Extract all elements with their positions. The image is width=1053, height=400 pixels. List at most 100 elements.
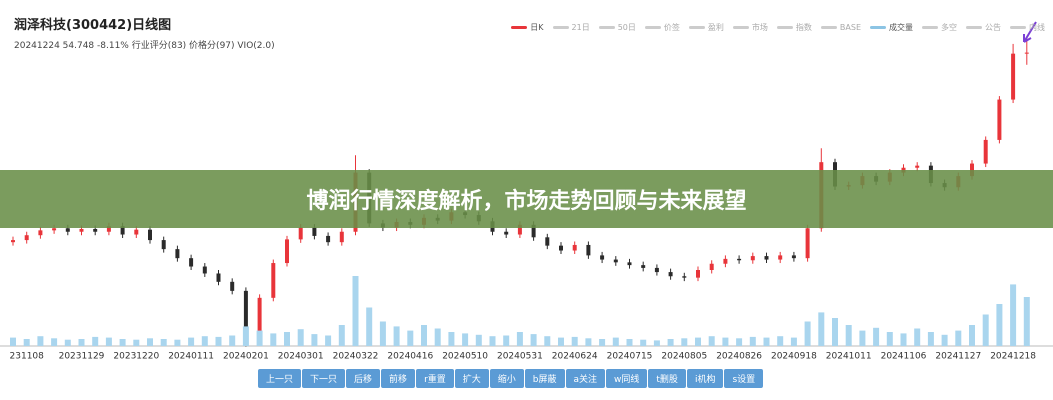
legend-label: 内线: [1029, 23, 1045, 32]
volume-bar: [804, 321, 811, 346]
x-tick-label: 20240111: [168, 352, 214, 362]
legend-item[interactable]: 多空: [922, 22, 957, 33]
legend-label: 多空: [941, 23, 957, 32]
x-tick-label: 20240918: [771, 352, 817, 362]
volume-bar: [407, 330, 414, 346]
legend-item[interactable]: 公告: [966, 22, 1001, 33]
volume-bar: [256, 330, 263, 346]
volume-bar: [832, 318, 838, 346]
volume-bar: [105, 337, 112, 346]
volume-bar: [777, 336, 784, 346]
volume-bar: [37, 336, 44, 346]
volume-bar: [763, 337, 770, 346]
volume-bar: [1010, 284, 1017, 346]
volume-bar: [736, 338, 743, 346]
volume-bar: [174, 339, 181, 346]
legend-item[interactable]: BASE: [820, 22, 861, 33]
volume-bar: [873, 327, 880, 346]
x-tick-label: 20241218: [990, 352, 1036, 362]
volume-bar: [969, 325, 975, 346]
volume-bar: [489, 336, 496, 346]
volume-bar: [229, 335, 236, 346]
toolbar-button[interactable]: 扩大: [454, 369, 489, 388]
volume-bar: [448, 332, 455, 346]
volume-bar: [311, 334, 318, 346]
x-tick-label: 20240826: [716, 352, 762, 362]
legend-item[interactable]: 21日: [552, 22, 590, 33]
toolbar-button[interactable]: a关注: [565, 369, 606, 388]
x-tick-label: 20240624: [552, 352, 598, 362]
volume-bar: [612, 337, 619, 346]
volume-bar: [927, 332, 934, 346]
toolbar-button[interactable]: r重置: [416, 369, 454, 388]
volume-bar: [749, 336, 756, 346]
x-tick-label: 20240510: [442, 352, 488, 362]
legend-item[interactable]: 盈利: [688, 22, 724, 33]
legend-swatch: [870, 26, 886, 29]
legend-label: 盈利: [707, 23, 724, 32]
volume-bar: [599, 339, 606, 346]
legend-item[interactable]: 日K: [511, 22, 544, 33]
legend-item[interactable]: 内线: [1010, 22, 1045, 33]
volume-bar: [941, 334, 948, 346]
legend-label: 公告: [985, 23, 1001, 32]
toolbar-button[interactable]: t删股: [648, 369, 686, 388]
volume-bar: [914, 328, 921, 346]
volume-bar: [270, 333, 277, 346]
legend: 日K 21日 50日 价签 盈利 市场 指数 BASE 成交量 多空 公告 内线: [511, 22, 1045, 33]
volume-bar: [297, 329, 304, 346]
volume-bar: [242, 326, 249, 346]
volume-bar: [23, 339, 30, 346]
volume-bar: [845, 325, 852, 346]
volume-bar: [325, 335, 332, 346]
volume-bar: [982, 314, 989, 346]
toolbar-button[interactable]: b屏蔽: [524, 369, 565, 388]
x-tick-label: 20240301: [278, 352, 324, 362]
volume-bar: [558, 337, 564, 346]
toolbar-button[interactable]: i机构: [686, 369, 724, 388]
toolbar-button[interactable]: 上一只: [258, 369, 302, 388]
volume-bar: [421, 325, 427, 346]
volume-bar: [160, 339, 167, 346]
toolbar-button[interactable]: w同线: [606, 369, 648, 388]
x-tick-label: 231108: [10, 352, 45, 362]
legend-swatch: [732, 26, 749, 29]
volume-bar: [886, 332, 893, 346]
legend-label: 21日: [571, 23, 590, 32]
toolbar: 上一只 下一只 后移 前移 r重置 扩大 缩小 b屏蔽 a关注 w同线 t删股 i机构 s设置: [258, 369, 764, 388]
legend-label: 日K: [530, 23, 544, 32]
toolbar-button[interactable]: 后移: [346, 369, 381, 388]
legend-item[interactable]: 市场: [732, 22, 768, 33]
legend-swatch: [1010, 26, 1026, 29]
volume-bar: [366, 307, 373, 346]
legend-item[interactable]: 价签: [644, 22, 680, 33]
toolbar-button[interactable]: 缩小: [489, 369, 524, 388]
toolbar-button[interactable]: s设置: [724, 369, 764, 388]
volume-bar: [10, 337, 16, 346]
volume-bar: [51, 338, 58, 346]
legend-item[interactable]: 50日: [598, 22, 636, 33]
legend-swatch: [776, 26, 793, 29]
volume-bar: [201, 336, 208, 346]
toolbar-button[interactable]: 下一只: [302, 369, 346, 388]
x-tick-label: 20240201: [223, 352, 269, 362]
x-tick-label: 20231220: [113, 352, 159, 362]
volume-bar: [530, 334, 537, 346]
legend-swatch: [644, 26, 661, 29]
legend-label: 市场: [751, 23, 768, 32]
volume-bar: [284, 332, 290, 346]
volume-bar: [667, 339, 674, 346]
x-tick-label: 20240531: [497, 352, 543, 362]
legend-item[interactable]: 成交量: [870, 22, 913, 33]
volume-bar: [92, 336, 99, 346]
legend-swatch: [820, 26, 837, 29]
volume-bar: [996, 304, 1003, 346]
volume-bar: [722, 337, 729, 346]
volume-bar: [393, 326, 400, 346]
volume-bar: [681, 338, 688, 346]
legend-label: 成交量: [889, 23, 913, 32]
legend-item[interactable]: 指数: [776, 22, 812, 33]
toolbar-button[interactable]: 前移: [381, 369, 416, 388]
arrow: [1023, 21, 1037, 43]
